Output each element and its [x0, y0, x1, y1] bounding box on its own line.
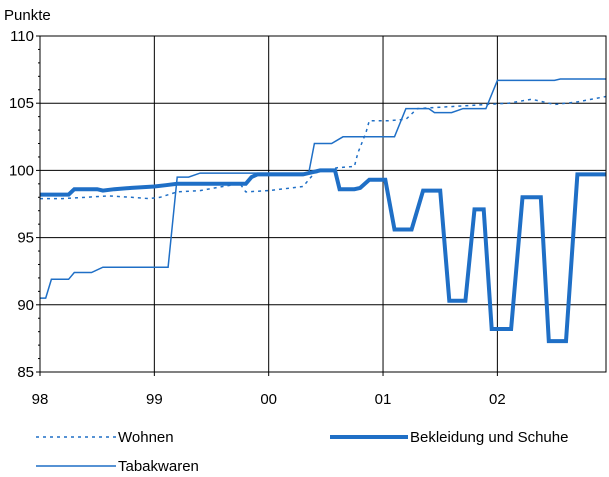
x-tick-label: 00 [260, 391, 277, 408]
legend-label-bekleidung-und-schuhe: Bekleidung und Schuhe [410, 429, 568, 446]
legend-label-tabakwaren: Tabakwaren [118, 458, 199, 475]
series-line-bekleidung-und-schuhe [40, 168, 606, 344]
plot-area-frame [39, 35, 607, 373]
series-line-wohnen [40, 95, 607, 200]
legend: Wohnen Bekleidung und Schuhe Tabakwaren [36, 429, 568, 475]
y-tick-label: 90 [17, 297, 34, 314]
y-axis-ticks: 85 90 95 100 105 110 [9, 28, 40, 381]
y-tick-label: 100 [9, 162, 34, 179]
x-tick-label: 01 [375, 391, 392, 408]
x-axis-ticks: 98 99 00 01 02 [32, 372, 506, 408]
y-tick-label: 95 [17, 230, 34, 247]
x-tick-label: 99 [146, 391, 163, 408]
y-tick-label: 110 [10, 28, 34, 45]
x-tick-label: 02 [489, 391, 506, 408]
legend-label-wohnen: Wohnen [118, 429, 174, 446]
series-line-tabakwaren [40, 78, 606, 299]
series-lines [40, 78, 607, 344]
y-tick-label: 105 [9, 95, 34, 112]
y-tick-label: 85 [17, 364, 34, 381]
y-axis-title: Punkte [4, 7, 51, 24]
x-tick-label: 98 [32, 391, 49, 408]
